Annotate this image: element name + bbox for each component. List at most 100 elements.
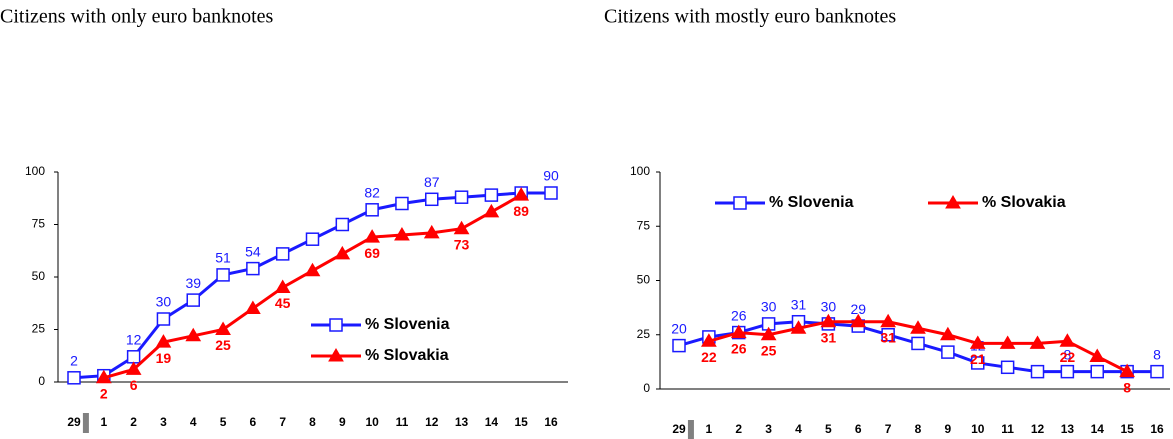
data-label: 2 xyxy=(70,353,78,369)
legend-label: % Slovenia xyxy=(365,316,450,333)
chart-title: Citizens with only euro banknotes xyxy=(0,6,274,28)
data-point xyxy=(364,229,380,243)
x-tick-label: 15 xyxy=(1120,422,1134,436)
data-point xyxy=(672,338,686,353)
data-label: 8 xyxy=(1063,346,1071,362)
x-tick-label: 5 xyxy=(825,422,832,436)
x-tick-label: 10 xyxy=(971,422,985,436)
data-point xyxy=(305,232,320,246)
legend-label: % Slovakia xyxy=(365,347,449,364)
y-tick-label: 25 xyxy=(637,327,651,341)
chart-title: Citizens with mostly euro banknotes xyxy=(604,6,896,28)
data-point xyxy=(484,188,499,202)
legend-marker xyxy=(945,195,961,209)
data-point xyxy=(850,313,867,328)
x-tick-label: 2 xyxy=(735,422,742,436)
x-tick-label: 12 xyxy=(425,415,439,429)
data-point xyxy=(1150,364,1164,379)
data-point xyxy=(186,293,200,307)
data-point xyxy=(701,333,717,347)
data-point xyxy=(941,345,955,359)
data-label: 51 xyxy=(215,250,231,266)
x-tick-label: 3 xyxy=(765,422,772,436)
x-tick-label: 8 xyxy=(915,422,922,436)
x-tick-label: 14 xyxy=(485,415,499,429)
data-point xyxy=(483,203,500,218)
data-label: 25 xyxy=(761,342,777,358)
data-label: 29 xyxy=(850,301,866,317)
data-point xyxy=(1060,364,1075,379)
x-tick-label: 9 xyxy=(945,422,952,436)
data-point xyxy=(1089,348,1106,362)
data-point xyxy=(881,328,895,342)
data-point xyxy=(395,196,409,211)
x-tick-label: 4 xyxy=(190,415,197,429)
x-tick-label: 5 xyxy=(220,415,227,429)
x-tick-label: 13 xyxy=(1061,422,1075,436)
data-point xyxy=(215,321,231,335)
legend-label: % Slovakia xyxy=(982,194,1066,211)
x-tick-label: 7 xyxy=(885,422,892,436)
data-label: 30 xyxy=(821,299,837,315)
data-point xyxy=(275,247,290,261)
y-tick-label: 50 xyxy=(637,273,651,287)
y-tick-label: 75 xyxy=(637,218,651,232)
data-point xyxy=(245,300,261,314)
data-point xyxy=(1030,364,1045,379)
x-tick-label: 4 xyxy=(795,422,802,436)
y-tick-label: 100 xyxy=(25,164,45,178)
data-label: 21 xyxy=(970,351,986,367)
data-point xyxy=(454,190,469,204)
y-tick-label: 75 xyxy=(32,217,46,231)
data-label: 22 xyxy=(1060,349,1076,365)
data-point xyxy=(423,224,440,239)
data-point xyxy=(126,350,141,364)
data-point xyxy=(790,320,807,334)
x-tick-label: 7 xyxy=(279,415,286,429)
data-label: 22 xyxy=(701,349,717,365)
data-label: 45 xyxy=(275,295,291,311)
data-point xyxy=(911,336,925,351)
data-point xyxy=(425,192,439,207)
x-tick-label: 6 xyxy=(855,422,862,436)
series-line xyxy=(73,191,551,380)
data-label: 54 xyxy=(245,243,261,259)
data-point xyxy=(185,327,202,342)
data-label: 31 xyxy=(791,296,807,312)
data-label: 73 xyxy=(454,236,470,252)
data-point xyxy=(274,279,291,293)
data-point xyxy=(365,203,379,217)
legend-marker xyxy=(328,348,344,362)
data-point xyxy=(940,326,956,341)
x-tick-label: 11 xyxy=(396,415,409,429)
data-point xyxy=(971,356,985,370)
x-tick-label: 8 xyxy=(309,415,316,429)
x-tick-label: 29 xyxy=(67,415,81,429)
x-tick-label: 10 xyxy=(365,415,379,429)
data-point xyxy=(95,369,112,384)
y-tick-label: 0 xyxy=(643,381,650,395)
data-point xyxy=(335,217,350,232)
data-point xyxy=(155,334,172,348)
x-tick-label: 11 xyxy=(1001,422,1014,436)
x-tick-label: 6 xyxy=(250,415,257,429)
data-label: 20 xyxy=(671,320,687,336)
x-tick-label: 16 xyxy=(1150,422,1164,436)
data-point xyxy=(216,268,230,282)
y-tick-label: 0 xyxy=(38,374,45,388)
data-label: 26 xyxy=(731,340,747,356)
chart: Citizens with mostly euro banknotes02550… xyxy=(604,6,1170,439)
data-label: 26 xyxy=(731,307,747,323)
data-label: 87 xyxy=(424,174,440,190)
data-point xyxy=(760,326,777,341)
data-label: 90 xyxy=(543,168,559,184)
legend-label: % Slovenia xyxy=(769,194,854,211)
data-point xyxy=(910,320,926,334)
x-tick-label: 29 xyxy=(672,422,686,436)
data-point xyxy=(246,261,260,276)
x-tick-label: 15 xyxy=(515,415,529,429)
data-label: 6 xyxy=(130,377,138,393)
chart: Citizens with only euro banknotes0255075… xyxy=(0,6,568,433)
x-tick-label: 12 xyxy=(1031,422,1045,436)
